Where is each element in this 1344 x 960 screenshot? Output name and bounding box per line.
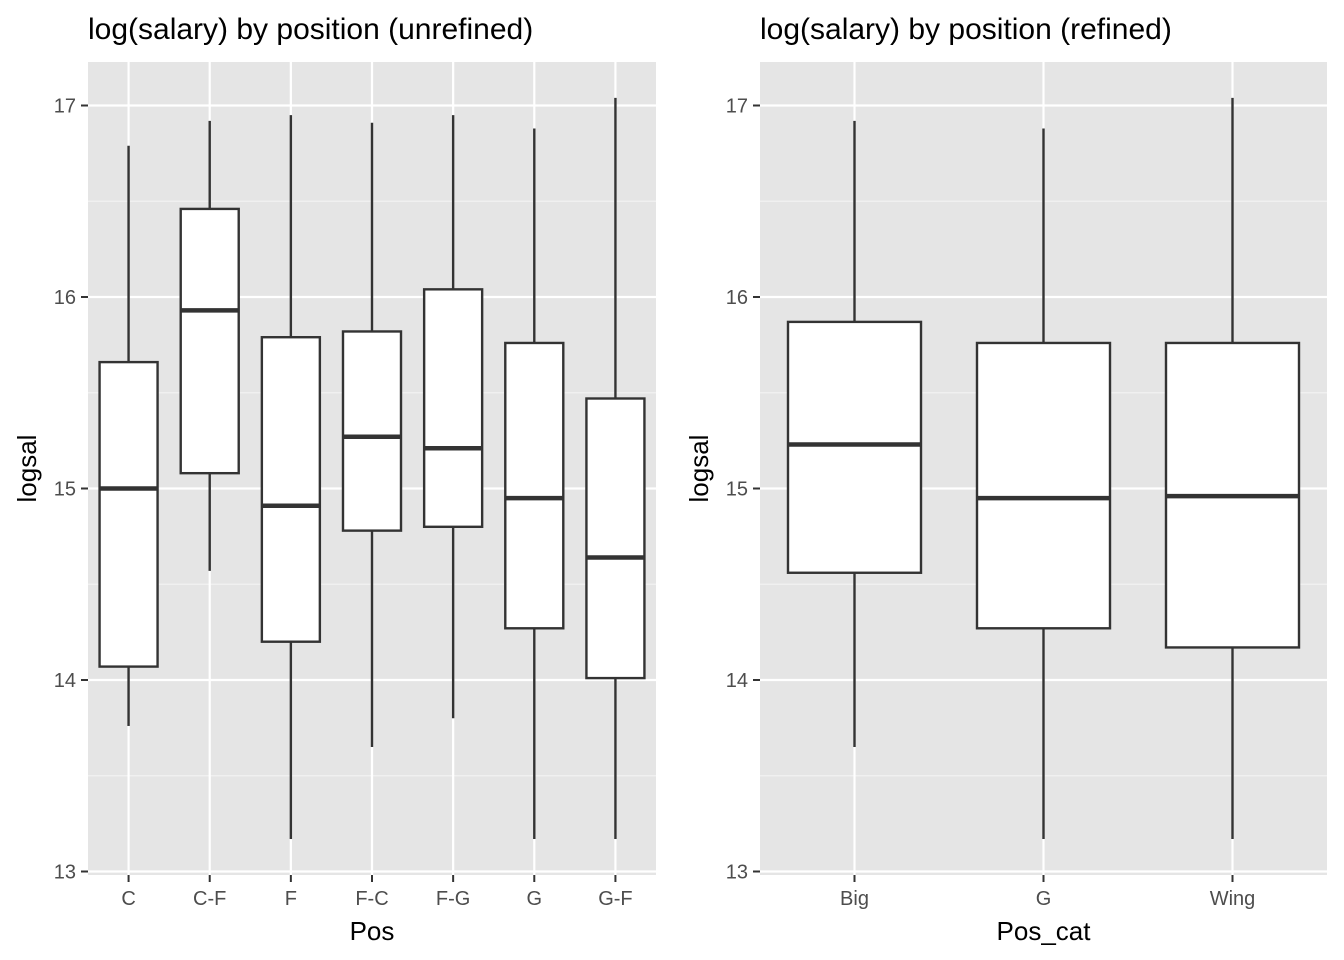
box-F-C bbox=[341, 122, 403, 748]
box-iqr bbox=[786, 320, 923, 574]
y-tick-label: 13 bbox=[726, 862, 748, 884]
box-C bbox=[98, 145, 159, 726]
box-iqr bbox=[260, 336, 322, 643]
y-tick-label: 17 bbox=[54, 96, 76, 118]
x-tick-label: G bbox=[1036, 888, 1052, 910]
y-tick-label: 16 bbox=[726, 287, 748, 309]
chart-title: log(salary) by position (refined) bbox=[760, 13, 1172, 46]
box-Wing bbox=[1164, 97, 1301, 839]
y-axis-title: logsal bbox=[12, 435, 42, 503]
box-G-F bbox=[585, 97, 646, 839]
box-iqr bbox=[504, 341, 565, 630]
x-tick-label: C-F bbox=[193, 888, 226, 910]
y-tick-label: 17 bbox=[726, 96, 748, 118]
y-tick-label: 14 bbox=[54, 670, 76, 692]
box-Big bbox=[786, 120, 923, 748]
x-tick-label: Wing bbox=[1210, 888, 1256, 910]
y-tick-label: 15 bbox=[54, 479, 76, 501]
box-iqr bbox=[98, 360, 159, 668]
box-G bbox=[504, 128, 565, 839]
x-tick-label: C bbox=[121, 888, 135, 910]
x-tick-label: G-F bbox=[598, 888, 632, 910]
box-iqr bbox=[585, 397, 646, 680]
box-F bbox=[260, 115, 322, 839]
x-axis-title: Pos_cat bbox=[997, 916, 1092, 946]
y-tick-label: 16 bbox=[54, 287, 76, 309]
y-tick-label: 15 bbox=[726, 479, 748, 501]
x-tick-label: F-G bbox=[436, 888, 470, 910]
box-iqr bbox=[341, 330, 403, 532]
x-tick-label: F-C bbox=[355, 888, 388, 910]
box-C-F bbox=[179, 120, 240, 571]
x-tick-label: Big bbox=[840, 888, 869, 910]
box-iqr bbox=[179, 207, 240, 475]
y-tick-label: 13 bbox=[54, 862, 76, 884]
box-G bbox=[975, 128, 1112, 839]
panel-1: 13 14 15 16 17 C C-F F F-C F-G G G-F log(salary) by … bbox=[12, 13, 656, 946]
x-tick-label: F bbox=[285, 888, 297, 910]
x-tick-label: G bbox=[527, 888, 543, 910]
panel-2: 13 14 15 16 17 Big G Wing log(salary) by positio… bbox=[684, 13, 1327, 946]
x-axis-title: Pos bbox=[350, 916, 395, 946]
y-tick-label: 14 bbox=[726, 670, 748, 692]
box-iqr bbox=[975, 341, 1112, 630]
y-axis-title: logsal bbox=[684, 435, 714, 503]
box-F-G bbox=[422, 115, 484, 719]
chart-title: log(salary) by position (unrefined) bbox=[88, 13, 533, 46]
box-iqr bbox=[422, 288, 484, 529]
